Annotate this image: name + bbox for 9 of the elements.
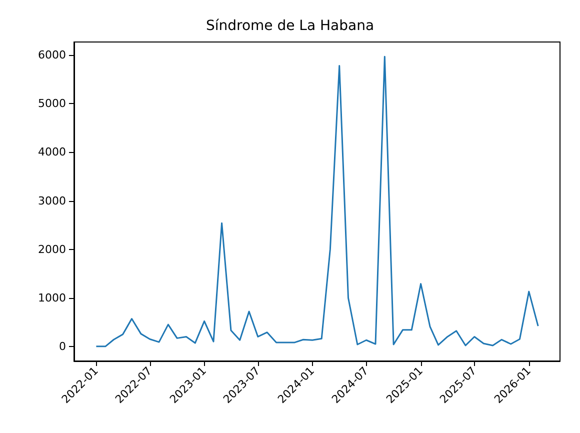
- y-tick-label: 1000: [38, 291, 66, 304]
- line-series: [95, 56, 539, 348]
- y-tick-label: 4000: [38, 146, 66, 159]
- y-tick-label: 2000: [38, 242, 66, 256]
- y-tick-label: 3000: [38, 194, 66, 208]
- y-tick-label: 0: [59, 340, 66, 353]
- y-tick-label: 6000: [38, 48, 66, 62]
- y-tick-label: 5000: [38, 97, 66, 110]
- chart-title: Síndrome de La Habana: [206, 18, 374, 34]
